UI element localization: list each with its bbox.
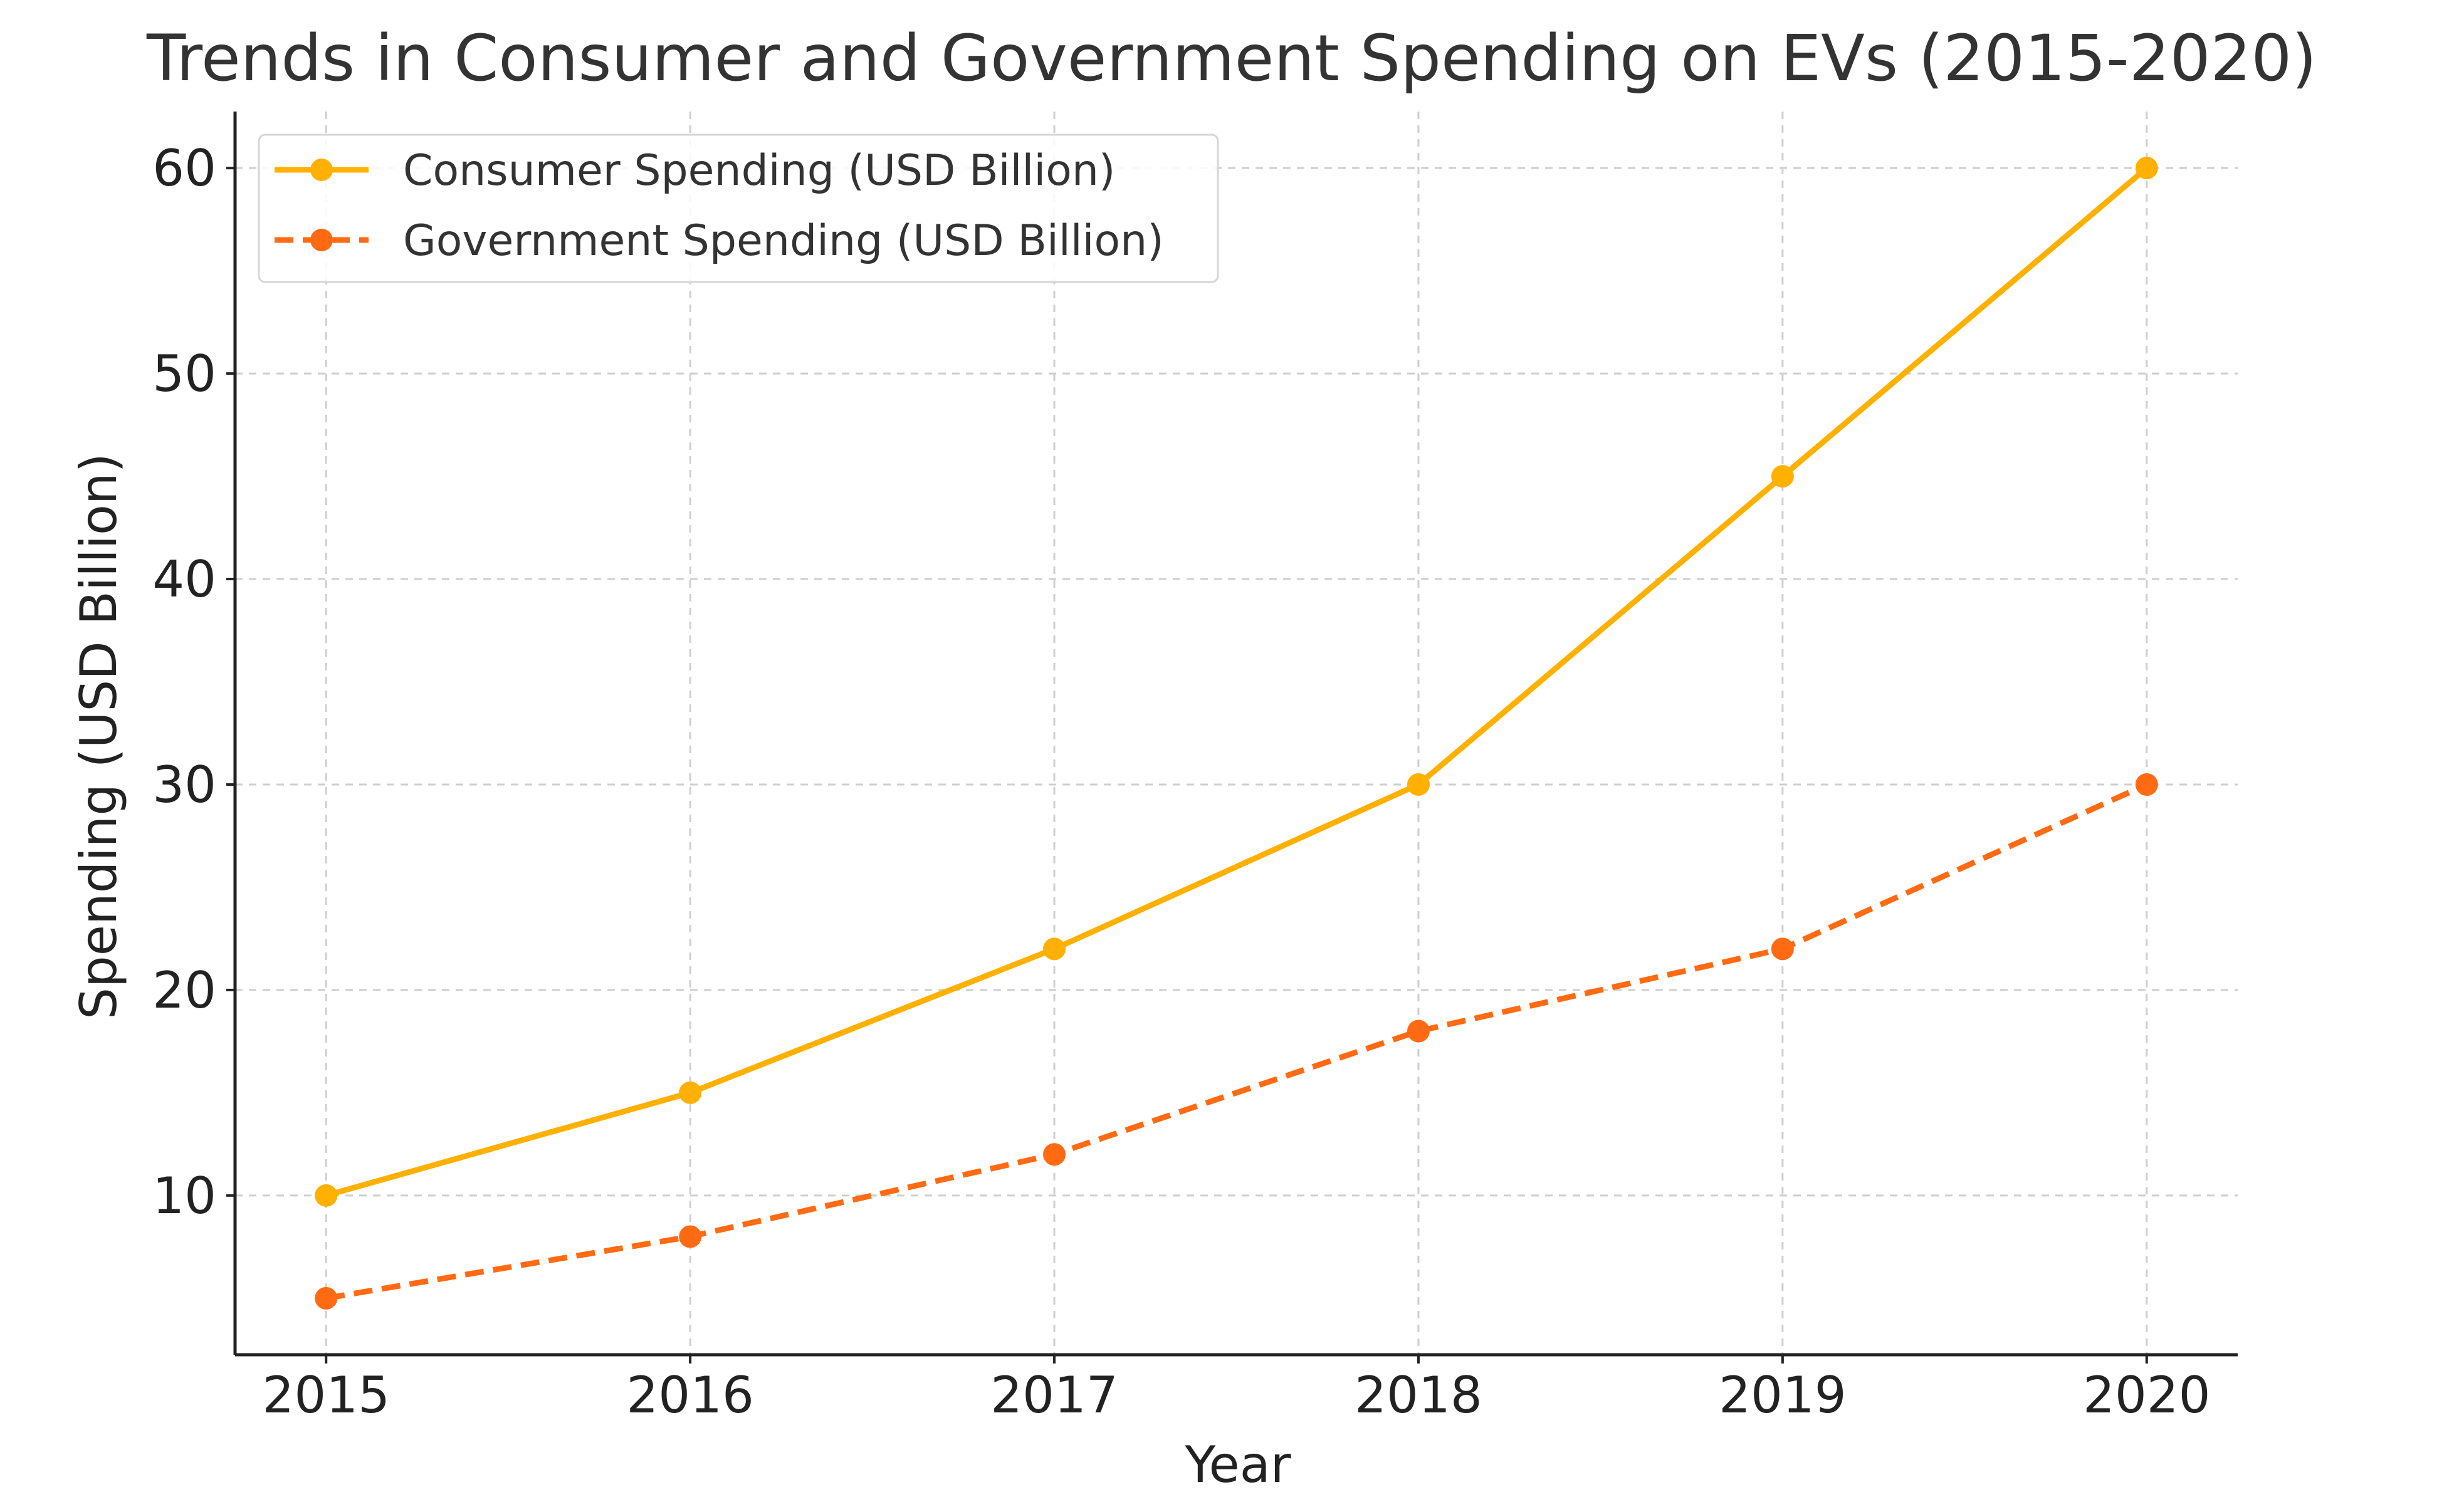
y-tick-label: 60 <box>152 139 216 197</box>
y-tick-label: 40 <box>152 550 216 608</box>
x-axis-label: Year <box>1184 1436 1291 1494</box>
data-point <box>1771 937 1794 961</box>
data-point <box>679 1225 702 1248</box>
legend-label: Consumer Spending (USD Billion) <box>403 146 1115 196</box>
data-point <box>1043 1143 1066 1166</box>
data-point <box>1407 773 1430 796</box>
y-tick-label: 50 <box>152 345 216 403</box>
series-line-government <box>325 781 2148 1301</box>
x-tick-label: 2017 <box>990 1366 1118 1424</box>
data-point <box>2135 773 2158 796</box>
chart-title: Trends in Consumer and Government Spendi… <box>146 21 2317 96</box>
data-point <box>679 1081 702 1104</box>
legend-label: Government Spending (USD Billion) <box>403 216 1164 266</box>
legend-marker <box>310 229 333 251</box>
x-tick-label: 2015 <box>262 1366 390 1424</box>
axes <box>226 112 2238 1364</box>
data-point <box>2135 157 2158 180</box>
y-tick-label: 20 <box>152 961 216 1020</box>
y-tick-label: 30 <box>152 756 216 814</box>
data-point <box>1771 465 1794 488</box>
tick-labels: 2015 2016 2017 2018 2019 2020 10 20 30 40 50 60 <box>152 139 2210 1424</box>
legend-marker <box>310 159 333 181</box>
y-axis-label: Spending (USD Billion) <box>70 453 128 1020</box>
grid-lines <box>235 112 2238 1355</box>
x-tick-label: 2016 <box>626 1366 754 1424</box>
data-point <box>315 1286 338 1310</box>
x-tick-label: 2019 <box>1719 1366 1847 1424</box>
series-group <box>315 157 2158 1310</box>
series-line-consumer <box>323 165 2150 1199</box>
data-point <box>1043 937 1066 961</box>
legend: Consumer Spending (USD Billion) Governmen… <box>258 133 1219 283</box>
x-tick-label: 2020 <box>2083 1366 2211 1424</box>
data-point <box>315 1184 338 1207</box>
legend-box <box>258 133 1219 283</box>
x-tick-label: 2018 <box>1355 1366 1482 1424</box>
y-tick-label: 10 <box>152 1167 216 1225</box>
data-point <box>1407 1020 1430 1043</box>
